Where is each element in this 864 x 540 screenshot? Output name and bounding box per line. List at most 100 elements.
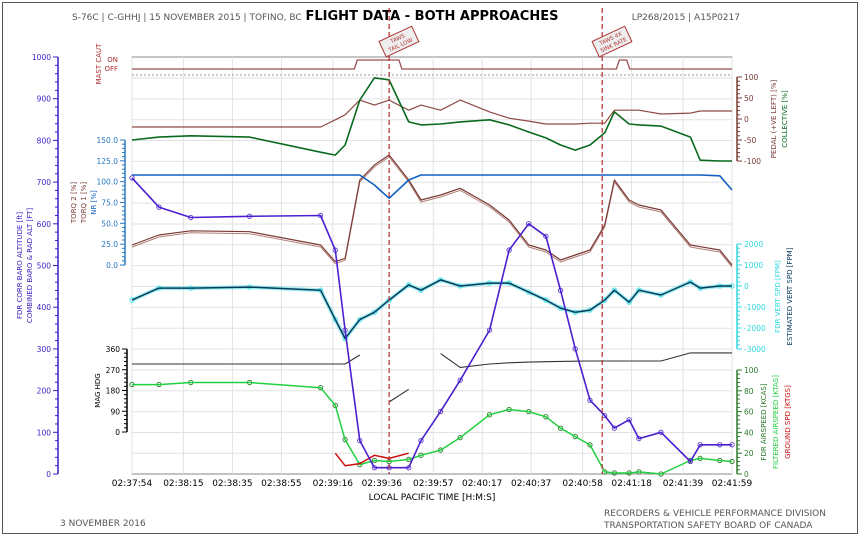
y-tick-label-hdg: 0 [115,428,120,437]
y-axis-label-vs: ESTIMATED VERT SPD [FPM] [786,247,794,345]
y-tick-label-alt: 300 [37,345,52,354]
y-axis-label-hdg: MAG HDG [94,373,102,407]
fdr-baro-altitude-point [129,175,135,181]
y-tick-label-hdg: 180 [106,387,121,396]
y-axis-label-vs: FDR VERT SPD [FPM] [774,260,782,333]
y-tick-label-alt: 1000 [32,53,51,62]
mag-hdg-line [132,352,732,403]
y-tick-label-vs: 2000 [744,240,763,249]
x-tick-label: 02:38:55 [261,479,301,489]
x-tick-label: 02:38:15 [163,479,203,489]
y-tick-label-ped: -100 [744,157,761,166]
y-tick-label-trq: 100.0 [97,178,119,187]
y-tick-label-trq: 125.0 [97,157,119,166]
fdr-baro-altitude-point [626,417,632,423]
x-tick-label: 02:39:16 [313,479,354,489]
fdr-airspeed-point [557,425,564,431]
y-axis-label-alt: FDR CORR BARO ALTITUDE [ft] [16,212,24,319]
y-tick-label-alt: 600 [37,220,52,229]
y-tick-label-vs: -1000 [744,303,766,312]
y-tick-label-hdg: 270 [106,366,121,375]
x-tick-label: 02:37:54 [112,479,153,489]
torque-2-line [131,156,733,268]
fdr-baro-altitude-point [687,458,694,465]
y-tick-label-alt: 200 [37,387,52,396]
x-tick-label: 02:40:17 [462,479,502,489]
y-tick-label-spd: 40 [744,428,754,437]
x-tick-label: 02:41:18 [611,479,652,489]
y-axis-label-ped: PEDAL (+VE LEFT) [%] [770,80,778,159]
y-tick-label-ped: 50 [744,94,754,103]
y-tick-label-trq: 0.0 [106,261,118,270]
y-axis-label-spd: GROUND SPD [KTGS] [784,385,792,459]
x-tick-label: 02:39:57 [413,479,453,489]
y-tick-label-spd: 100 [744,366,759,375]
y-tick-label-spd: 60 [744,408,754,417]
fdr-airspeed-point [587,442,593,448]
x-tick-label: 02:40:37 [511,479,551,489]
y-tick-label-vs: 1000 [744,261,763,270]
mast-caut-trace [132,59,732,70]
y-tick-label-vs: -2000 [744,324,766,333]
fdr-baro-altitude-point [418,437,424,444]
y-tick-label-vs: 0 [744,282,749,291]
ground-spd-line [334,452,409,467]
fdr-baro-altitude-point [457,377,463,383]
chart-frame [2,2,858,534]
collective-line [131,77,732,162]
y-axis-label-trq: TORQ 2 [%] [70,182,78,224]
fdr-airspeed-point [572,433,578,440]
y-tick-label-ped: 100 [744,73,759,82]
y-tick-label-spd: 20 [744,449,754,458]
y-tick-label-trq: 25.0 [101,240,118,249]
chart-title: FLIGHT DATA - BOTH APPROACHES [306,9,559,24]
y-tick-label-ped: -50 [744,136,756,145]
fdr-baro-altitude-point [611,425,618,431]
fdr-baro-altitude-point [526,221,532,227]
x-tick-label: 02:38:35 [212,479,252,489]
y-tick-label-alt: 700 [37,178,52,187]
y-tick-label-spd: 80 [744,387,754,396]
combined-alt-line [131,177,732,469]
y-tick-label-alt: 100 [37,428,52,437]
header-right: LP268/2015 | A15P0217 [632,13,740,23]
mast-caut-label: MAST CAUT [95,43,103,85]
y-tick-label-trq: 50.0 [101,219,118,228]
y-tick-label-vs: -3000 [744,345,766,354]
taws-event-tag-box [378,25,420,58]
y-axis-label-trq: NR [%] [90,190,98,215]
y-axis-label-alt: COMBINED BARO & RAD ALT [FT] [26,208,34,324]
y-tick-label-alt: 400 [37,303,52,312]
x-tick-label: 02:40:58 [562,479,603,489]
y-tick-label-trq: 75.0 [101,199,118,208]
pedal-line [132,99,732,128]
mast-caut-on-label: ON [107,56,118,64]
taws-event-tag-box [591,25,633,58]
y-tick-label-hdg: 90 [110,407,120,416]
filtered-airspeed-line [132,381,733,475]
fdr-baro-altitude-point [437,408,444,415]
x-axis-label: LOCAL PACIFIC TIME [H:M:S] [369,493,496,503]
y-axis-label-trq: TORQ 1 [%] [80,182,88,224]
footer-org-line2: TRANSPORTATION SAFETY BOARD OF CANADA [603,521,813,531]
y-axis-label-spd: FILTERED AIRSPEED [KTAS] [772,375,780,469]
y-tick-label-ped: 0 [744,115,749,124]
x-tick-label: 02:41:59 [712,479,753,489]
footer-org-line1: RECORDERS & VEHICLE PERFORMANCE DIVISION [604,509,826,519]
y-tick-label-alt: 500 [37,262,52,271]
torque-1-line [131,154,733,266]
y-tick-label-alt: 900 [37,95,52,104]
footer-date: 3 NOVEMBER 2016 [60,519,146,529]
x-tick-label: 02:41:39 [663,479,704,489]
y-tick-label-trq: 150.0 [97,136,119,145]
fdr-baro-altitude-point [602,412,608,419]
y-tick-label-hdg: 360 [106,345,121,354]
y-axis-label-spd: FDR AIRSPEED [KCAS] [760,383,768,460]
mast-caut-off-label: OFF [104,65,118,73]
header-left: S-76C | C-GHHJ | 15 NOVEMBER 2015 | TOFI… [72,13,302,23]
y-tick-label-alt: 800 [37,136,52,145]
nr-line [132,174,733,200]
